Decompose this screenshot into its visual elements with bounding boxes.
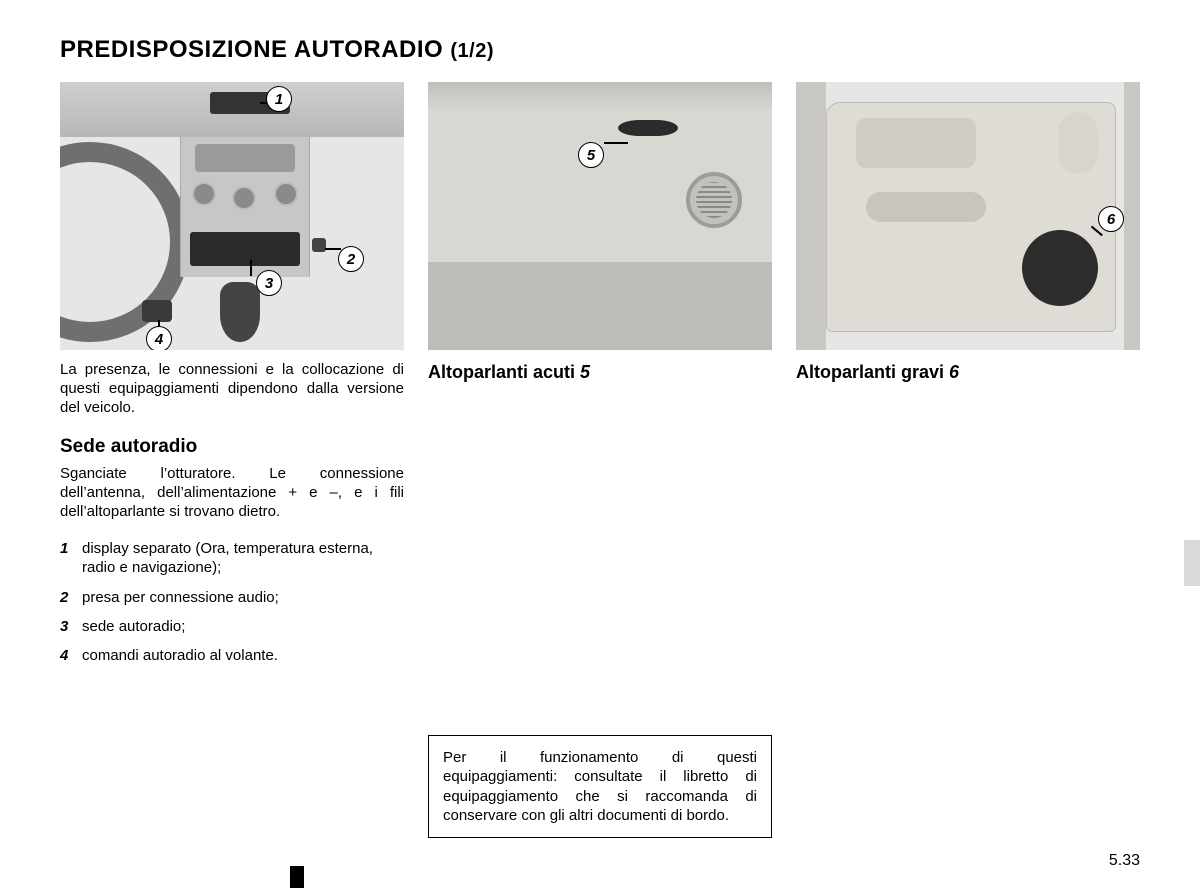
list-item: 1 display separato (Ora, temperatura est…	[60, 539, 404, 577]
subhead-2-num: 5	[580, 362, 590, 382]
list-item: 2 presa per connessione audio;	[60, 588, 404, 607]
figure-2: 27089 5	[428, 82, 772, 350]
columns: 39020 1 2 3 4	[60, 82, 1140, 842]
item-text: display separato (Ora, temperatura ester…	[82, 539, 404, 577]
section-head: Sede autoradio	[60, 436, 404, 458]
col-1: 39020 1 2 3 4	[60, 82, 404, 842]
item-num: 4	[60, 646, 82, 665]
side-tab	[1184, 540, 1200, 586]
item-text: comandi autoradio al volante.	[82, 646, 404, 665]
section-body: Sganciate l’otturatore. Le connessione d…	[60, 464, 404, 522]
subhead-3-num: 6	[949, 362, 959, 382]
item-num: 3	[60, 617, 82, 636]
figure-3: 27258 6	[796, 82, 1140, 350]
figure-1: 39020 1 2 3 4	[60, 82, 404, 350]
title-main: PREDISPOSIZIONE AUTORADIO	[60, 36, 443, 63]
callout-6: 6	[1098, 206, 1124, 232]
callout-3: 3	[256, 270, 282, 296]
item-text: presa per connessione audio;	[82, 588, 404, 607]
bottom-mark	[290, 866, 304, 888]
page-title: PREDISPOSIZIONE AUTORADIO (1/2)	[60, 36, 1140, 64]
callout-4: 4	[146, 326, 172, 350]
callout-5: 5	[578, 142, 604, 168]
item-num: 2	[60, 588, 82, 607]
callout-2: 2	[338, 246, 364, 272]
col-2: 27089 5 Altoparlanti acuti 5 Per il funz…	[428, 82, 772, 842]
list-item: 3 sede autoradio;	[60, 617, 404, 636]
intro-text: La presenza, le connessioni e la colloca…	[60, 360, 404, 418]
title-part: (1/2)	[450, 40, 494, 62]
item-text: sede autoradio;	[82, 617, 404, 636]
page-number: 5.33	[1109, 852, 1140, 870]
note-box: Per il funzionamento di questi equipaggi…	[428, 735, 772, 838]
list-item: 4 comandi autoradio al volante.	[60, 646, 404, 665]
col-3: 27258 6 Altoparlanti gravi 6	[796, 82, 1140, 842]
item-num: 1	[60, 539, 82, 577]
subhead-3-label: Altoparlanti gravi	[796, 362, 944, 382]
subhead-2-label: Altoparlanti acuti	[428, 362, 575, 382]
item-list: 1 display separato (Ora, temperatura est…	[60, 539, 404, 675]
subhead-3: Altoparlanti gravi 6	[796, 362, 1140, 383]
callout-1: 1	[266, 86, 292, 112]
subhead-2: Altoparlanti acuti 5	[428, 362, 772, 383]
